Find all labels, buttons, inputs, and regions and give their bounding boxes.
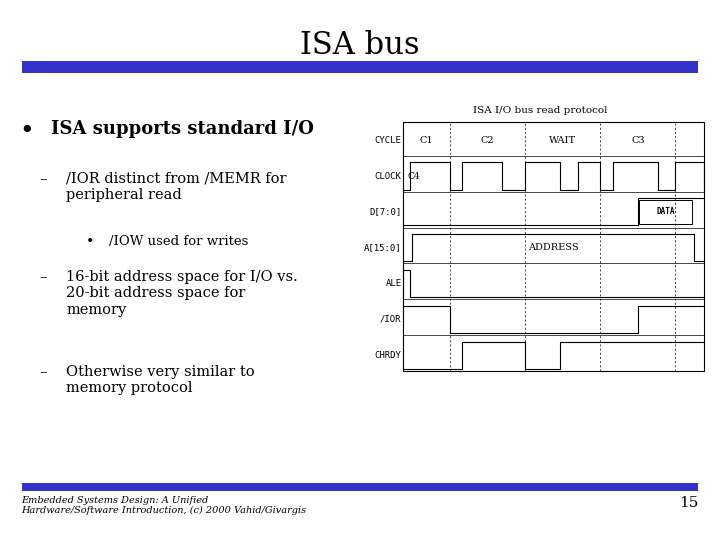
- Text: •: •: [19, 120, 34, 144]
- FancyBboxPatch shape: [639, 200, 692, 224]
- Text: /IOR: /IOR: [380, 315, 402, 324]
- Text: 15: 15: [679, 496, 698, 510]
- Text: WAIT: WAIT: [549, 136, 576, 145]
- Text: –: –: [39, 172, 47, 186]
- Text: CYCLE: CYCLE: [374, 136, 402, 145]
- Text: ISA I/O bus read protocol: ISA I/O bus read protocol: [473, 106, 607, 114]
- Text: C4: C4: [408, 172, 420, 180]
- Text: /IOW used for writes: /IOW used for writes: [109, 235, 248, 248]
- Text: /IOR distinct from /MEMR for
peripheral read: /IOR distinct from /MEMR for peripheral …: [66, 172, 287, 202]
- Text: DATA: DATA: [657, 207, 675, 217]
- Text: CHRDY: CHRDY: [374, 350, 402, 360]
- Text: ADDRESS: ADDRESS: [528, 243, 578, 252]
- Text: –: –: [39, 365, 47, 379]
- Text: C3: C3: [631, 136, 644, 145]
- Text: C1: C1: [420, 136, 433, 145]
- Text: A[15:0]: A[15:0]: [364, 243, 402, 252]
- Text: ISA supports standard I/O: ISA supports standard I/O: [50, 120, 313, 138]
- Text: Otherwise very similar to
memory protocol: Otherwise very similar to memory protoco…: [66, 365, 255, 395]
- Text: C2: C2: [480, 136, 494, 145]
- Text: –: –: [39, 270, 47, 284]
- Text: CLOCK: CLOCK: [374, 172, 402, 180]
- Text: •: •: [86, 235, 94, 249]
- Text: Embedded Systems Design: A Unified
Hardware/Software Introduction, (c) 2000 Vahi: Embedded Systems Design: A Unified Hardw…: [22, 496, 307, 515]
- Text: ALE: ALE: [385, 279, 402, 288]
- Text: 16-bit address space for I/O vs.
20-bit address space for
memory: 16-bit address space for I/O vs. 20-bit …: [66, 270, 298, 316]
- Text: ISA bus: ISA bus: [300, 30, 420, 60]
- Text: D[7:0]: D[7:0]: [369, 207, 402, 217]
